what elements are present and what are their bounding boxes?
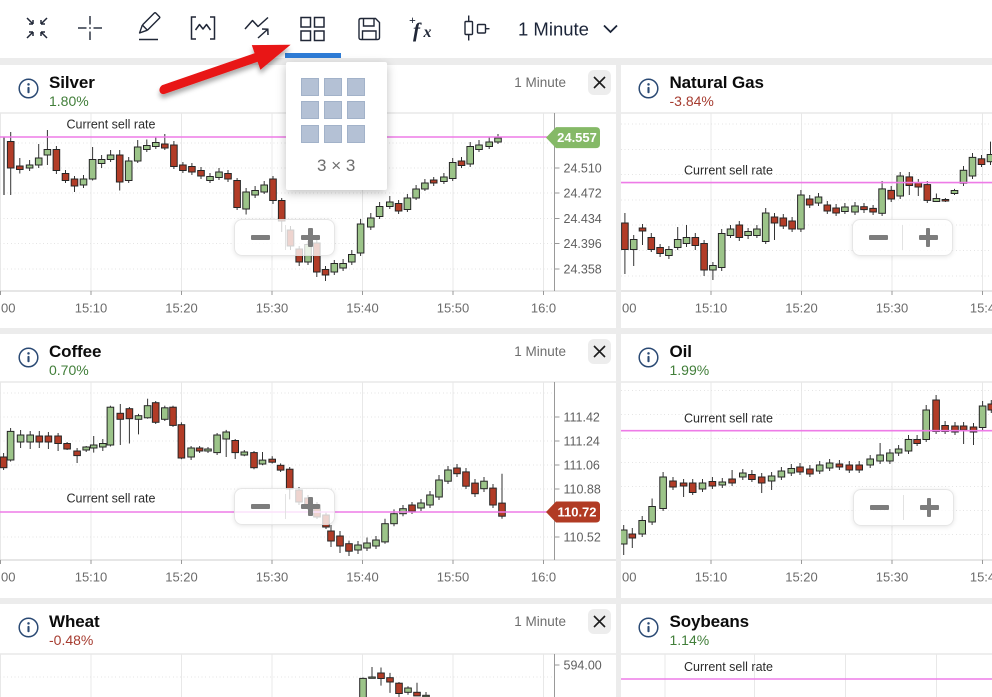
svg-text:15:30: 15:30 (256, 301, 289, 316)
svg-text:24.434: 24.434 (564, 212, 602, 226)
svg-text:15:30: 15:30 (256, 570, 289, 585)
svg-text:15:10: 15:10 (75, 301, 108, 316)
svg-text:15:20: 15:20 (785, 570, 818, 585)
svg-text:111.24: 111.24 (564, 435, 600, 449)
svg-text:15:10: 15:10 (694, 301, 727, 316)
svg-text:Current sell rate: Current sell rate (67, 492, 156, 506)
svg-text:00: 00 (1, 570, 15, 585)
svg-text:15:4: 15:4 (969, 301, 992, 316)
svg-text:Current sell rate: Current sell rate (684, 164, 773, 178)
svg-text:15:30: 15:30 (875, 570, 908, 585)
svg-text:15:50: 15:50 (437, 570, 470, 585)
svg-text:15:20: 15:20 (785, 301, 818, 316)
svg-text:+: + (409, 13, 416, 27)
svg-text:111.42: 111.42 (564, 411, 600, 425)
svg-text:15:10: 15:10 (75, 570, 108, 585)
svg-text:594.00: 594.00 (564, 659, 602, 673)
svg-text:1 Minute: 1 Minute (518, 19, 589, 40)
svg-text:f: f (413, 18, 422, 42)
svg-text:16:0: 16:0 (531, 301, 556, 316)
svg-text:111.06: 111.06 (564, 459, 600, 473)
svg-text:00: 00 (1, 301, 15, 316)
svg-text:16:0: 16:0 (531, 570, 556, 585)
svg-text:15:20: 15:20 (165, 301, 198, 316)
svg-text:Current sell rate: Current sell rate (67, 118, 156, 132)
svg-text:24.557: 24.557 (557, 130, 597, 145)
svg-text:00: 00 (622, 301, 636, 316)
svg-text:15:40: 15:40 (346, 570, 379, 585)
svg-text:x: x (423, 24, 432, 41)
svg-text:110.88: 110.88 (564, 483, 601, 497)
svg-text:15:30: 15:30 (875, 301, 908, 316)
svg-text:24.472: 24.472 (564, 187, 602, 201)
svg-text:Current sell rate: Current sell rate (684, 660, 773, 674)
svg-text:24.358: 24.358 (564, 262, 602, 276)
svg-text:15:50: 15:50 (437, 301, 470, 316)
svg-text:15:20: 15:20 (165, 570, 198, 585)
svg-text:15:40: 15:40 (346, 301, 379, 316)
svg-text:24.510: 24.510 (564, 162, 602, 176)
svg-text:00: 00 (622, 570, 636, 585)
svg-text:15:4: 15:4 (969, 570, 992, 585)
svg-text:15:10: 15:10 (694, 570, 727, 585)
svg-text:24.396: 24.396 (564, 237, 602, 251)
svg-text:110.52: 110.52 (564, 531, 601, 545)
svg-text:Current sell rate: Current sell rate (684, 412, 773, 426)
svg-text:110.72: 110.72 (557, 505, 596, 520)
